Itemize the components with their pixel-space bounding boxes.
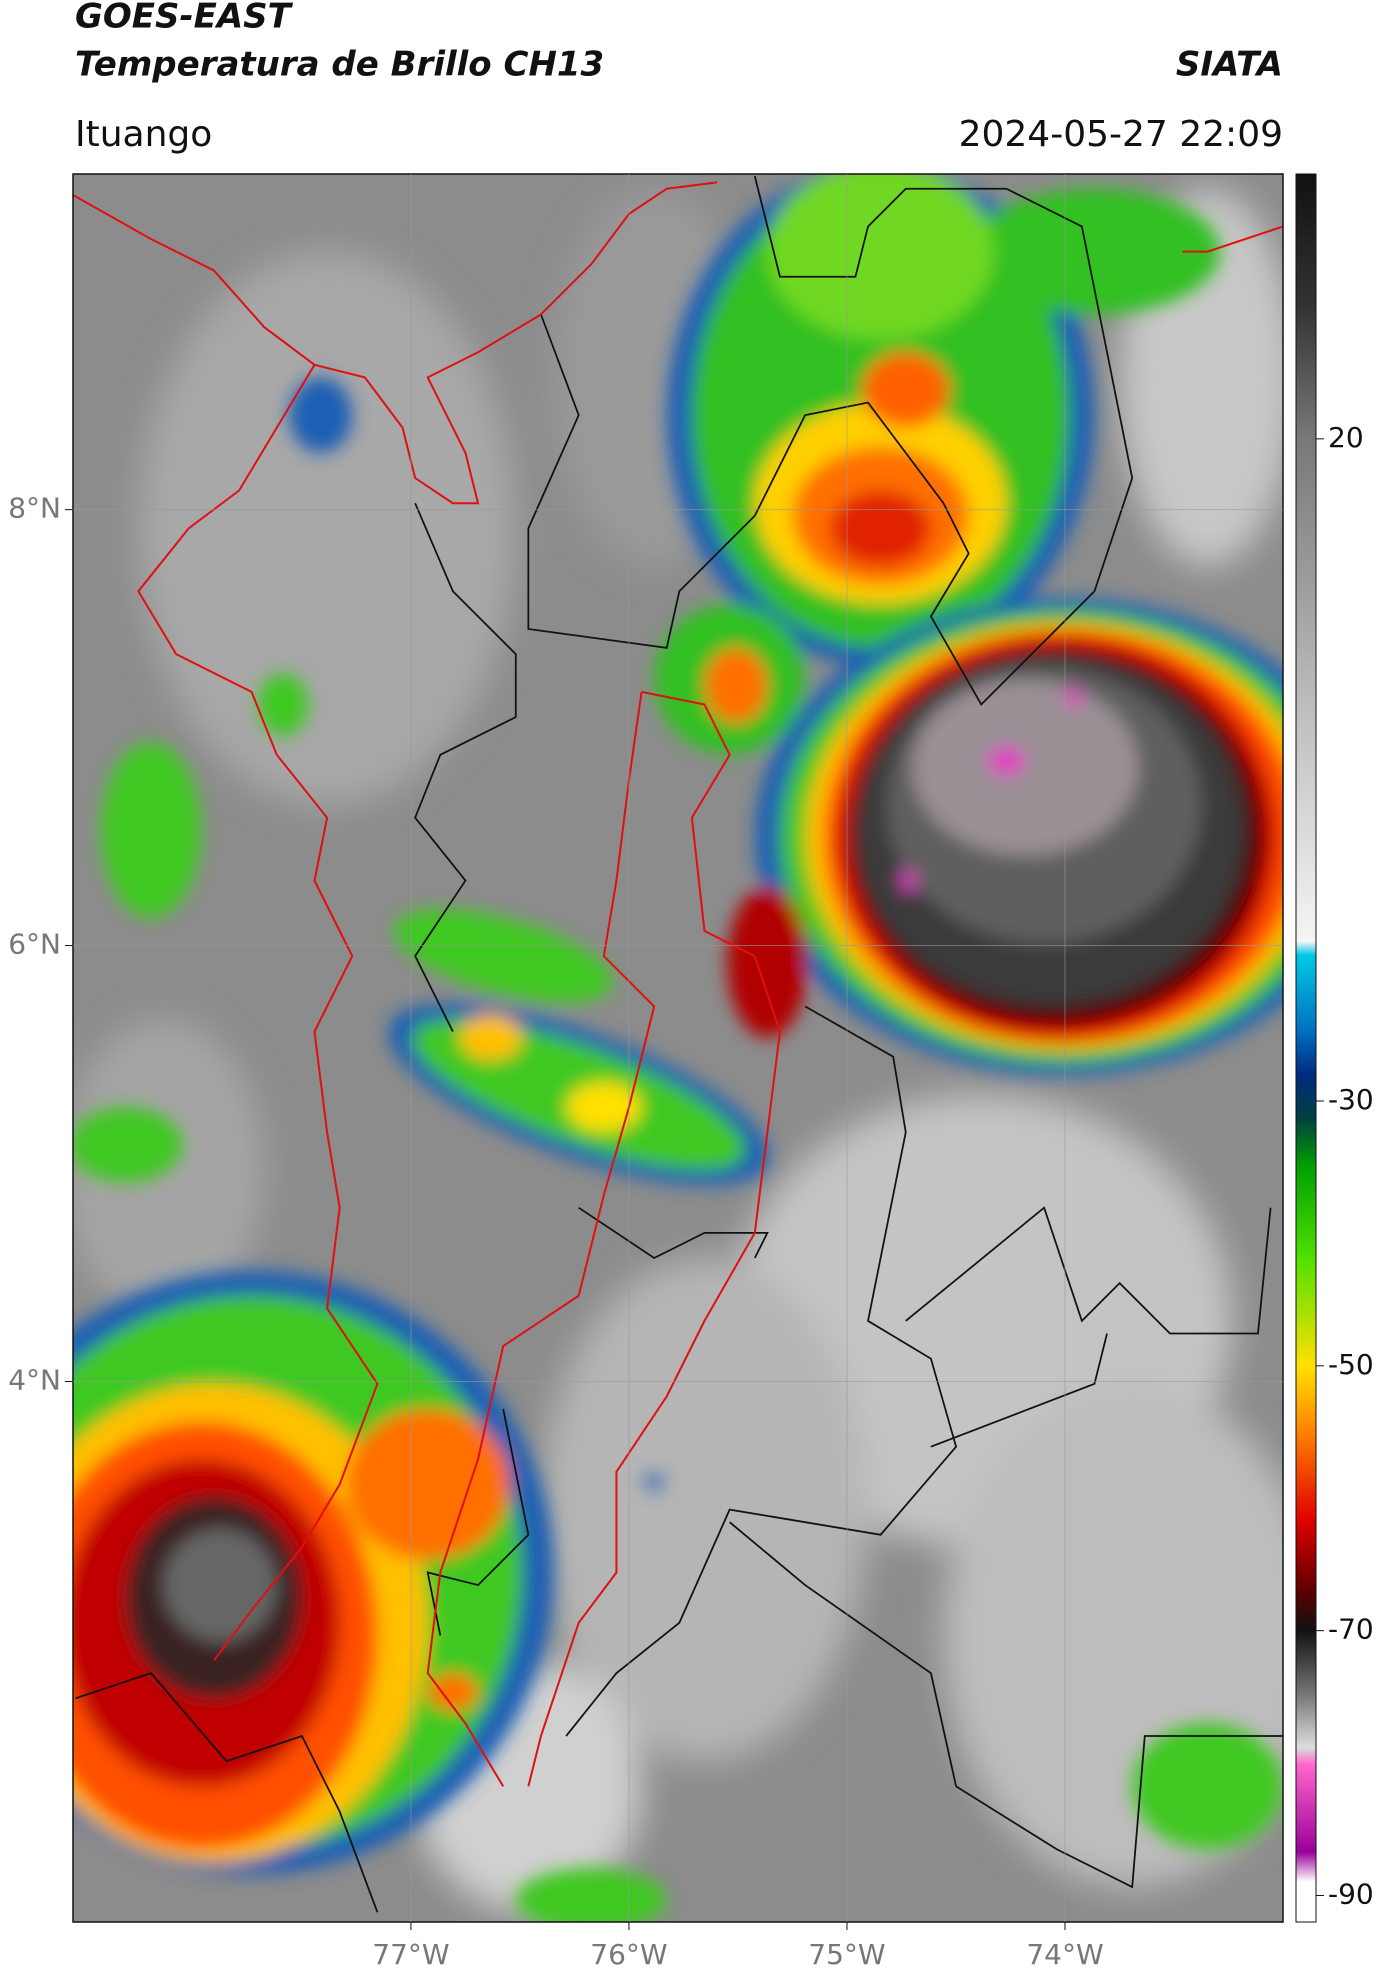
map-frame xyxy=(72,173,1284,1923)
source: SIATA xyxy=(1176,45,1283,85)
y-tick-label: 6°N xyxy=(8,928,61,961)
x-tick-label: 75°W xyxy=(808,1938,885,1971)
colorbar xyxy=(1295,173,1317,1923)
colorbar-tick-label: -90 xyxy=(1328,1878,1374,1911)
subtitle: Temperatura de Brillo CH13 xyxy=(75,45,604,85)
colorbar-tick-label: -30 xyxy=(1328,1083,1374,1116)
title: GOES-EAST xyxy=(75,0,294,37)
location: Ituango xyxy=(75,114,212,155)
x-tick-label: 76°W xyxy=(590,1938,667,1971)
y-tick-label: 8°N xyxy=(8,492,61,525)
x-tick-label: 77°W xyxy=(372,1938,449,1971)
x-tick-label: 74°W xyxy=(1026,1938,1103,1971)
satellite-image xyxy=(73,174,1283,1922)
colorbar-tick-label: -70 xyxy=(1328,1613,1374,1646)
colorbar-tick-label: 20 xyxy=(1328,421,1364,454)
y-tick-label: 4°N xyxy=(8,1363,61,1396)
datetime: 2024-05-27 22:09 xyxy=(959,114,1283,155)
colorbar-tick-label: -50 xyxy=(1328,1348,1374,1381)
